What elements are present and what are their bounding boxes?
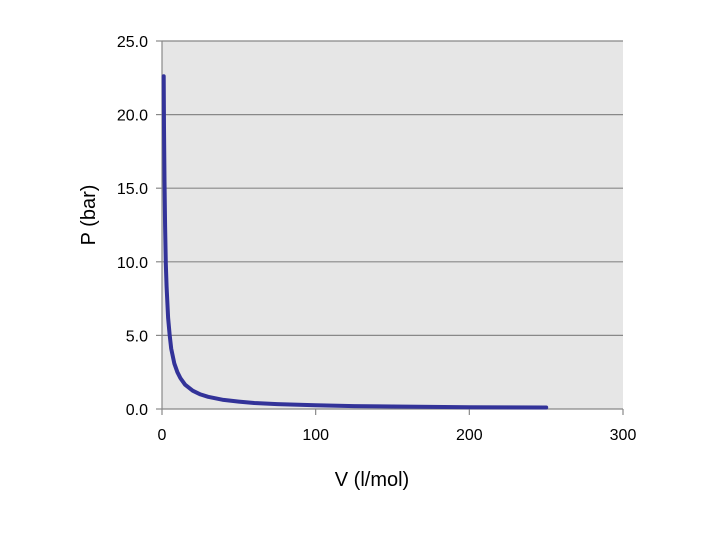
data-point [184,383,186,386]
y-tick-label: 20.0 [117,108,148,125]
x-tick-label: 0 [158,427,167,444]
data-point [165,286,168,288]
data-point [163,180,166,182]
data-point [253,402,255,404]
gridlines [162,40,623,336]
data-point [207,395,209,398]
data-point [391,405,394,408]
y-tick-label: 15.0 [117,181,148,198]
data-point [191,389,194,392]
y-axis-title: P (bar) [78,185,100,246]
x-tick-label: 300 [610,427,637,444]
data-point [545,406,547,409]
data-point [179,377,182,379]
data-point [222,399,225,401]
data-point [314,404,317,407]
data-point [468,406,471,409]
data-point [168,334,171,337]
data-point [176,371,179,374]
data-point [163,127,165,129]
x-tick-label: 100 [302,427,329,444]
plot-area [162,41,623,409]
data-point [506,406,509,409]
data-point [276,403,279,405]
y-tick-label: 25.0 [117,34,148,51]
data-point [238,400,240,403]
data-point [170,347,173,350]
data-point [162,75,165,78]
data-point [353,405,355,407]
data-point [430,406,432,408]
data-point [173,362,176,365]
data-point [164,225,166,228]
series-layer [161,74,549,410]
x-tick-label: 200 [456,427,483,444]
tick-labels: 0.0 5.0 10.0 15.0 20.0 25.0 0 100 200 300 [117,34,637,444]
y-tick-label: 10.0 [117,255,148,272]
y-tick-label: 0.0 [126,402,148,419]
data-point [167,316,169,319]
x-axis-title: V (l/mol) [335,469,409,491]
y-tick-label: 5.0 [126,328,148,345]
data-point [165,262,167,265]
data-point [199,393,202,396]
